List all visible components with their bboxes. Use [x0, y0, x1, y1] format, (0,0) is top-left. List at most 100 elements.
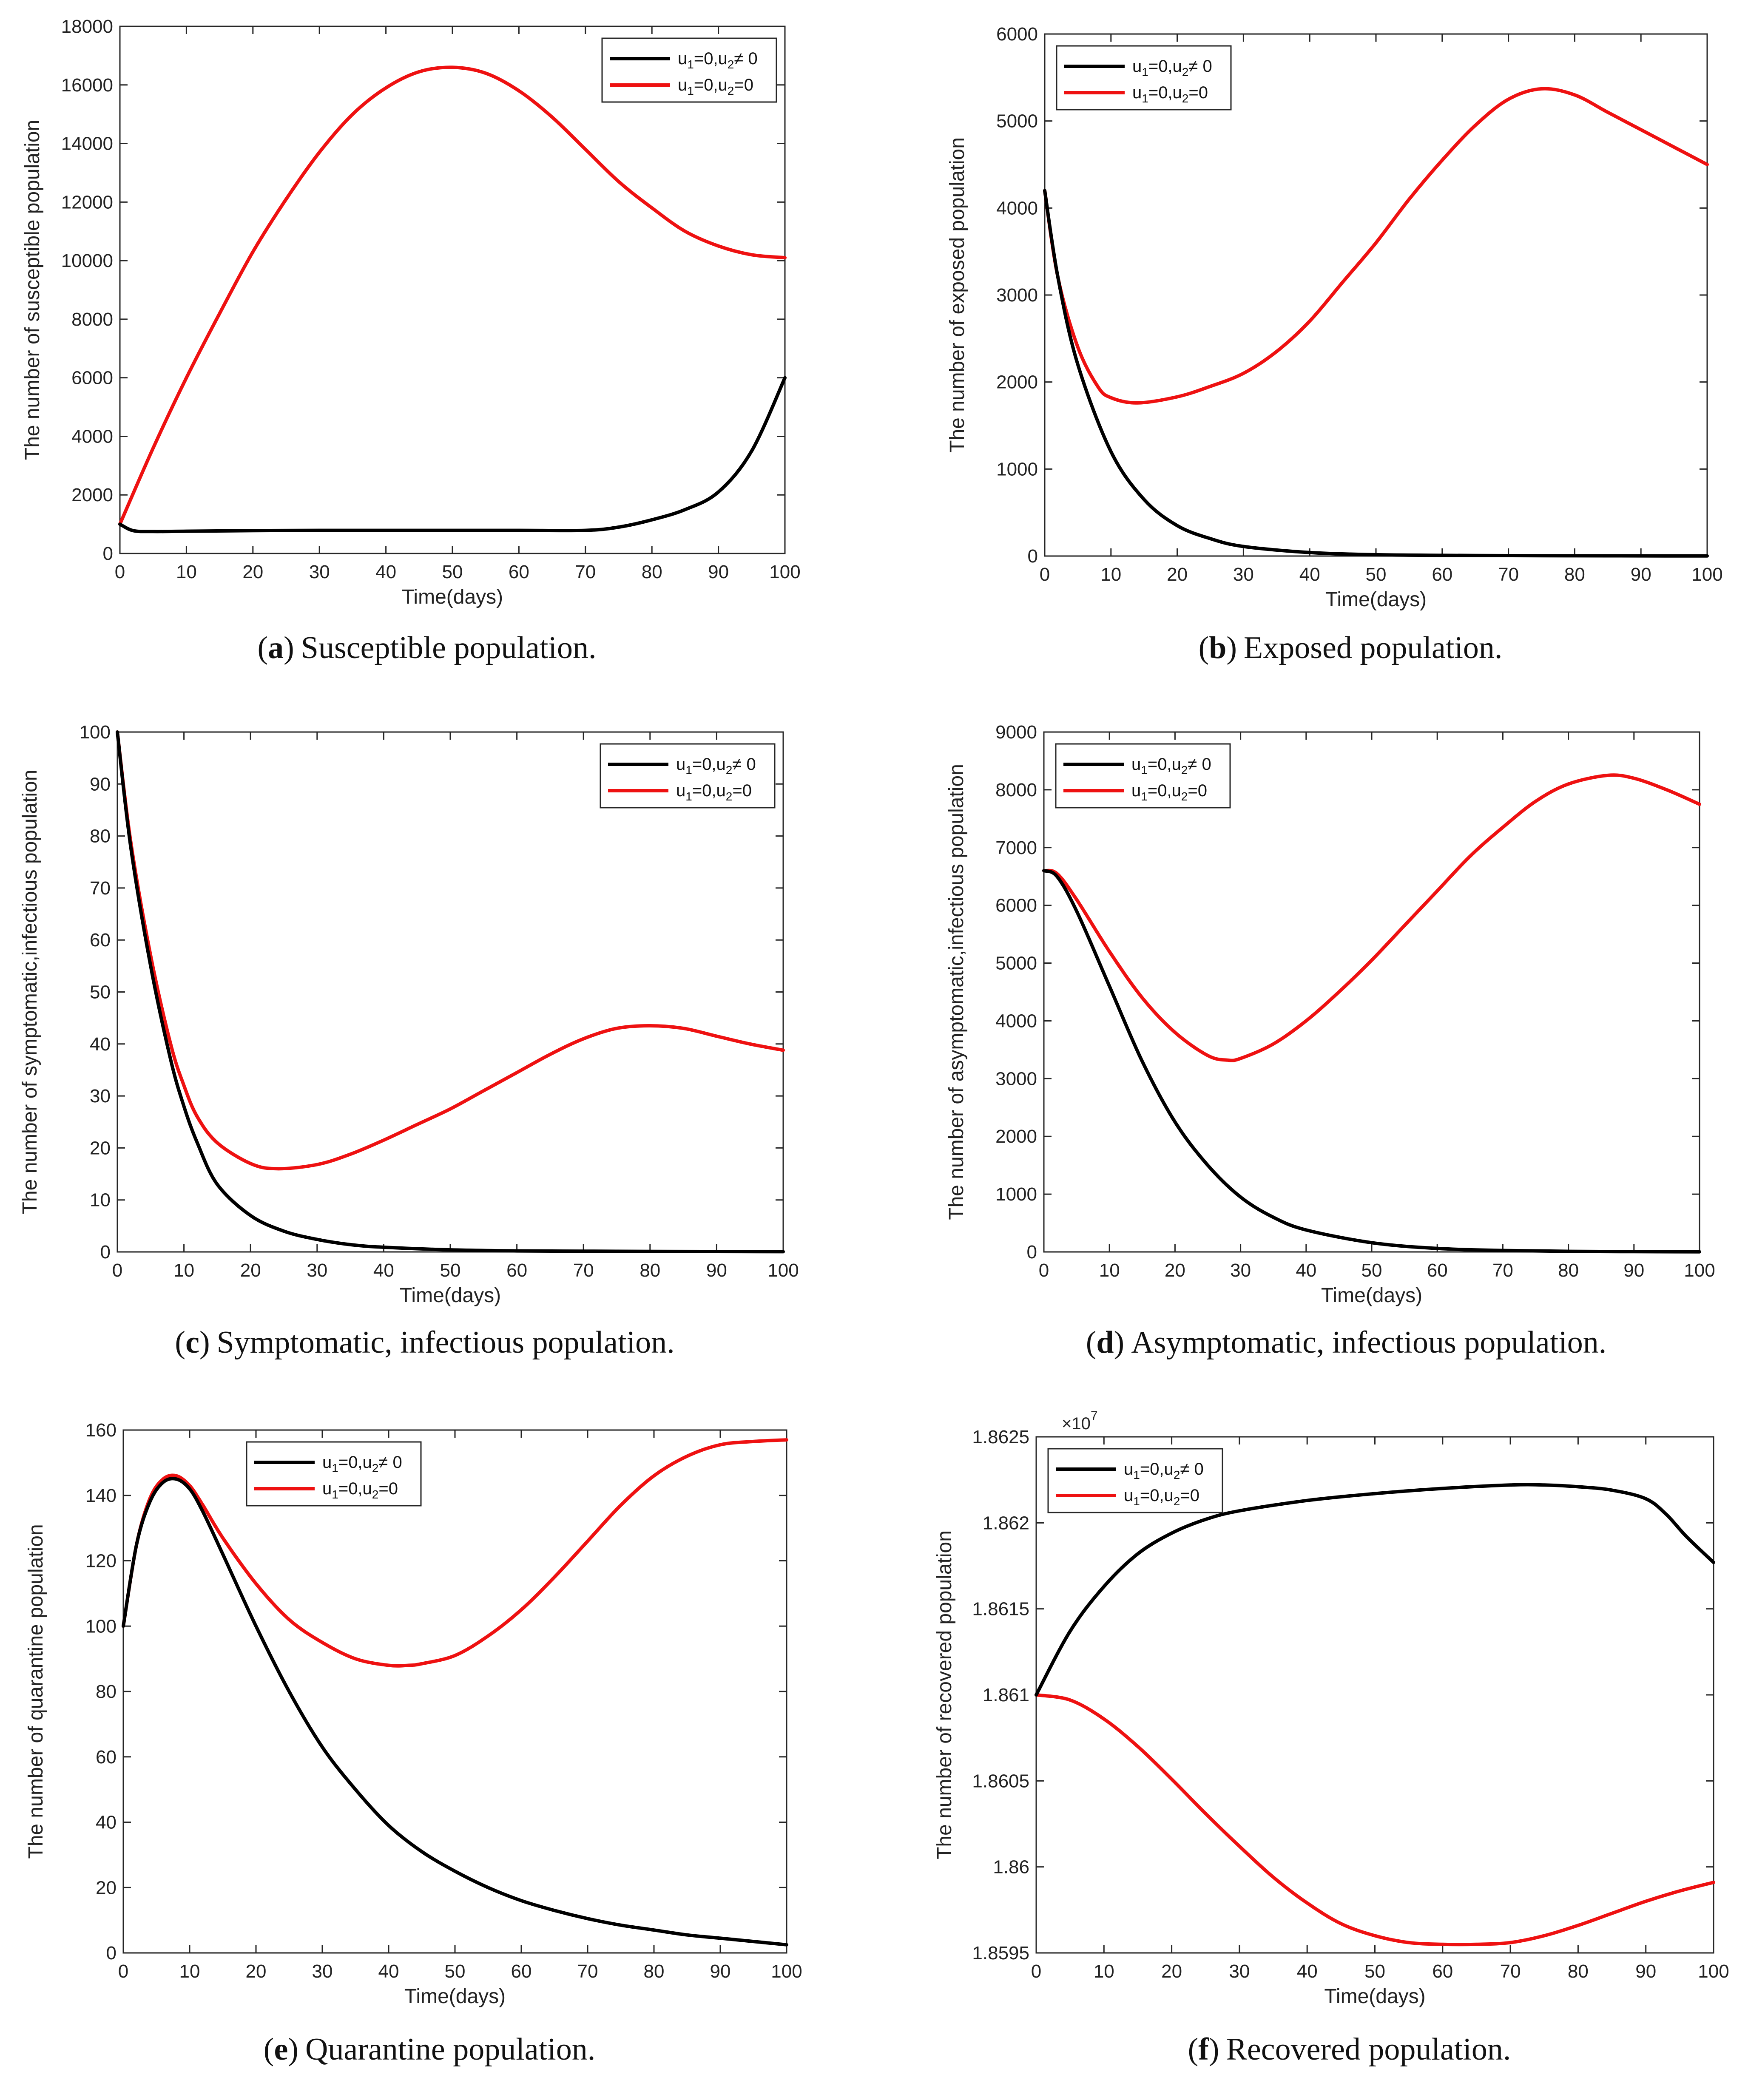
x-tick-label: 0 [115, 562, 125, 582]
x-tick-label: 90 [708, 562, 729, 582]
caption-text: Quarantine population. [305, 2032, 595, 2067]
legend-text-part: =0 [378, 1479, 398, 1498]
series-line-control [1043, 189, 1709, 558]
x-tick-label: 70 [1492, 1260, 1513, 1281]
x-axis-label: Time(days) [402, 586, 503, 608]
legend-text-part: 2 [1182, 65, 1189, 79]
y-tick-label: 8000 [995, 780, 1037, 800]
legend-text-part: u [322, 1479, 332, 1498]
x-tick-label: 60 [1432, 564, 1452, 585]
x-axis-label: Time(days) [1324, 1985, 1425, 2008]
legend-text-part: ≠ 0 [1180, 1460, 1203, 1479]
y-axis-label: The number of asymptomatic,infectious po… [945, 764, 968, 1220]
series-line-nocontrol [1035, 1693, 1715, 1947]
y-tick-label: 1000 [996, 459, 1038, 480]
x-tick-label: 100 [769, 562, 800, 582]
legend-text-part: 1 [1141, 763, 1148, 777]
legend-text-part: ≠ 0 [1188, 755, 1211, 774]
legend-text-part: u [1131, 755, 1141, 774]
y-tick-label: 1.86 [993, 1857, 1029, 1878]
legend-text-part: =0 [732, 781, 752, 800]
y-tick-label: 12000 [61, 192, 113, 213]
legend-text-part: 2 [728, 84, 734, 97]
x-tick-label: 60 [509, 562, 529, 582]
legend-text-part: 2 [1174, 1468, 1180, 1481]
x-tick-label: 40 [1299, 564, 1320, 585]
legend-text-part: =0,u [1148, 755, 1181, 774]
legend-label-nocontrol: u1=0,u2=0 [676, 781, 752, 803]
series-line-control [116, 730, 785, 1254]
chart-panel-c: 0 10 20 30 40 50 60 70 80 90 100 0 10 20 30 40 50 60 70 80 9… [19, 722, 799, 1360]
x-axis-label: Time(days) [400, 1284, 501, 1307]
y-tick-label: 60 [90, 930, 111, 951]
y-axis-label: The number of quarantine population [25, 1524, 47, 1859]
legend-label-control: u1=0,u2≠ 0 [1131, 755, 1211, 777]
x-tick-label: 70 [575, 562, 596, 582]
legend-label-control: u1=0,u2≠ 0 [322, 1453, 402, 1475]
x-tick-label: 30 [1233, 564, 1254, 585]
legend-text-part: 2 [726, 790, 733, 803]
y-tick-label: 160 [85, 1420, 117, 1441]
y-tick-label: 80 [96, 1681, 117, 1702]
legend-text-part: =0,u [338, 1453, 372, 1472]
caption: (b) Exposed population. [1199, 630, 1503, 665]
x-tick-label: 40 [375, 562, 396, 582]
x-axis-label: Time(days) [404, 1985, 506, 2008]
legend-text-part: u [1124, 1460, 1133, 1479]
x-tick-label: 30 [307, 1260, 327, 1281]
caption-letter: c [185, 1325, 199, 1360]
y-axis-label: The number of susceptible population [21, 120, 44, 460]
plot-frame [117, 731, 784, 1253]
caption-close: ) [1114, 1325, 1125, 1360]
legend-label-control: u1=0,u2≠ 0 [1132, 57, 1212, 79]
series-line-nocontrol [1042, 773, 1701, 1062]
legend-text-part: 1 [687, 84, 694, 97]
legend: u1=0,u2≠ 0u1=0,u2=0 [1056, 45, 1232, 111]
caption-open: ( [1086, 1325, 1097, 1360]
series-line-nocontrol [116, 730, 785, 1171]
legend-text-part: =0,u [1148, 83, 1182, 102]
legend-text-part: u [678, 49, 687, 68]
x-tick-label: 80 [644, 1961, 665, 1982]
legend-text-part: 1 [1133, 1468, 1140, 1481]
series-line-control [1042, 869, 1701, 1254]
x-tick-label: 50 [1366, 564, 1387, 585]
legend-text-part: 2 [372, 1461, 379, 1475]
y-tick-label: 4000 [995, 1010, 1037, 1031]
caption-letter: a [268, 630, 284, 665]
legend-text-part: =0,u [1148, 57, 1182, 76]
y-tick-label: 10000 [61, 250, 113, 271]
x-tick-label: 10 [176, 562, 197, 582]
x-tick-label: 0 [1031, 1961, 1041, 1982]
plot-frame [122, 1429, 787, 1954]
x-tick-label: 90 [710, 1961, 731, 1982]
legend-text-part: =0 [1180, 1486, 1199, 1505]
x-tick-label: 60 [1432, 1961, 1453, 1982]
y-tick-label: 4000 [996, 198, 1038, 219]
x-tick-label: 10 [1094, 1961, 1114, 1982]
series-line-control [1035, 1483, 1715, 1697]
x-tick-label: 50 [1361, 1260, 1382, 1281]
y-tick-label: 6000 [71, 368, 113, 389]
legend-text-part: =0,u [338, 1479, 372, 1498]
legend-text-part: u [676, 781, 685, 800]
y-tick-label: 70 [90, 878, 111, 899]
y-tick-label: 100 [85, 1616, 117, 1637]
y-tick-label: 40 [96, 1812, 117, 1833]
x-tick-label: 40 [378, 1961, 399, 1982]
x-tick-label: 50 [445, 1961, 466, 1982]
legend-text-part: =0,u [1148, 781, 1181, 800]
caption-text: Asymptomatic, infectious population. [1131, 1325, 1606, 1360]
legend-label-control: u1=0,u2≠ 0 [678, 49, 758, 71]
caption-open: ( [1188, 2032, 1199, 2067]
legend-text-part: =0,u [1140, 1460, 1174, 1479]
legend-text-part: 2 [1182, 92, 1189, 105]
legend-label-nocontrol: u1=0,u2=0 [322, 1479, 398, 1501]
y-tick-label: 0 [100, 1242, 111, 1263]
x-tick-label: 30 [312, 1961, 333, 1982]
y-tick-label: 0 [103, 543, 113, 564]
legend-text-part: 1 [1142, 92, 1148, 105]
legend-text-part: u [322, 1453, 332, 1472]
legend-text-part: ≠ 0 [732, 755, 756, 774]
chart-panel-e: 0 10 20 30 40 50 60 70 80 90 100 0 20 40 60 80 100 120 140… [25, 1420, 802, 2067]
